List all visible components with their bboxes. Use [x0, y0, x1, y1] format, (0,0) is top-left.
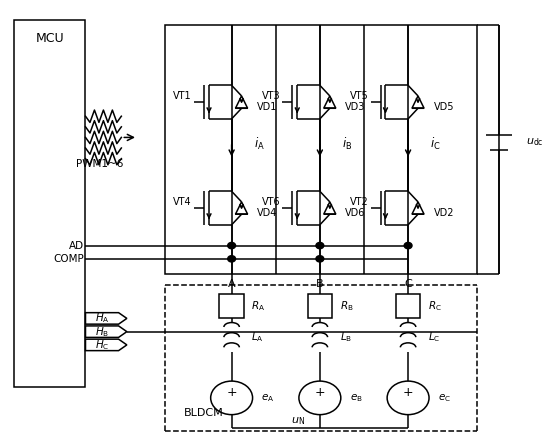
- Polygon shape: [412, 96, 424, 108]
- Text: $i_{\rm C}$: $i_{\rm C}$: [430, 136, 441, 152]
- Text: VD2: VD2: [433, 208, 454, 218]
- Text: $u_{\rm N}$: $u_{\rm N}$: [291, 415, 305, 427]
- Text: $e_{\rm B}$: $e_{\rm B}$: [350, 392, 363, 404]
- Circle shape: [404, 242, 412, 249]
- Bar: [396, 294, 420, 318]
- Text: B: B: [316, 279, 324, 289]
- Text: COMP: COMP: [53, 254, 85, 264]
- Text: $R_{\rm B}$: $R_{\rm B}$: [340, 299, 353, 313]
- Circle shape: [211, 381, 252, 415]
- Text: VD6: VD6: [345, 208, 365, 218]
- Text: $R_{\rm C}$: $R_{\rm C}$: [428, 299, 442, 313]
- Text: VT3: VT3: [262, 91, 280, 101]
- Text: $L_{\rm A}$: $L_{\rm A}$: [251, 330, 264, 344]
- Text: +: +: [226, 386, 237, 399]
- Text: VT1: VT1: [173, 91, 192, 101]
- Text: A: A: [228, 279, 236, 289]
- Text: $i_{\rm A}$: $i_{\rm A}$: [253, 136, 265, 152]
- Text: $H_{\rm C}$: $H_{\rm C}$: [95, 338, 109, 352]
- Text: $e_{\rm A}$: $e_{\rm A}$: [261, 392, 275, 404]
- Text: VD4: VD4: [257, 208, 277, 218]
- Polygon shape: [236, 202, 248, 214]
- Bar: [219, 294, 244, 318]
- Circle shape: [228, 256, 236, 262]
- Text: $e_{\rm C}$: $e_{\rm C}$: [438, 392, 451, 404]
- Text: $L_{\rm C}$: $L_{\rm C}$: [428, 330, 440, 344]
- Text: MCU: MCU: [35, 32, 64, 45]
- Text: C: C: [404, 279, 412, 289]
- Circle shape: [316, 256, 324, 262]
- Text: $i_{\rm B}$: $i_{\rm B}$: [342, 136, 352, 152]
- Text: BLDCM: BLDCM: [184, 408, 224, 418]
- Text: $u_{\rm dc}$: $u_{\rm dc}$: [526, 136, 543, 148]
- Bar: [165, 25, 477, 274]
- Text: VD1: VD1: [257, 102, 277, 112]
- Text: AD: AD: [69, 240, 85, 251]
- Text: VT6: VT6: [262, 197, 280, 207]
- Bar: [14, 21, 85, 387]
- Polygon shape: [236, 96, 248, 108]
- Bar: [307, 294, 332, 318]
- Polygon shape: [85, 326, 127, 337]
- Text: $H_{\rm A}$: $H_{\rm A}$: [95, 312, 109, 325]
- Text: VT4: VT4: [173, 197, 192, 207]
- Polygon shape: [412, 202, 424, 214]
- Circle shape: [387, 381, 429, 415]
- Polygon shape: [324, 202, 336, 214]
- Text: VT5: VT5: [350, 91, 368, 101]
- Circle shape: [228, 242, 236, 249]
- Circle shape: [316, 242, 324, 249]
- Text: VT2: VT2: [350, 197, 368, 207]
- Text: +: +: [315, 386, 325, 399]
- Polygon shape: [324, 96, 336, 108]
- Polygon shape: [85, 312, 127, 324]
- Circle shape: [299, 381, 341, 415]
- Text: VD3: VD3: [345, 102, 365, 112]
- Text: VD5: VD5: [433, 102, 454, 112]
- Text: +: +: [403, 386, 413, 399]
- Text: $R_{\rm A}$: $R_{\rm A}$: [251, 299, 266, 313]
- Text: $L_{\rm B}$: $L_{\rm B}$: [340, 330, 352, 344]
- Text: PWM1~6: PWM1~6: [76, 159, 123, 169]
- Text: $H_{\rm B}$: $H_{\rm B}$: [95, 325, 109, 338]
- Polygon shape: [85, 339, 127, 350]
